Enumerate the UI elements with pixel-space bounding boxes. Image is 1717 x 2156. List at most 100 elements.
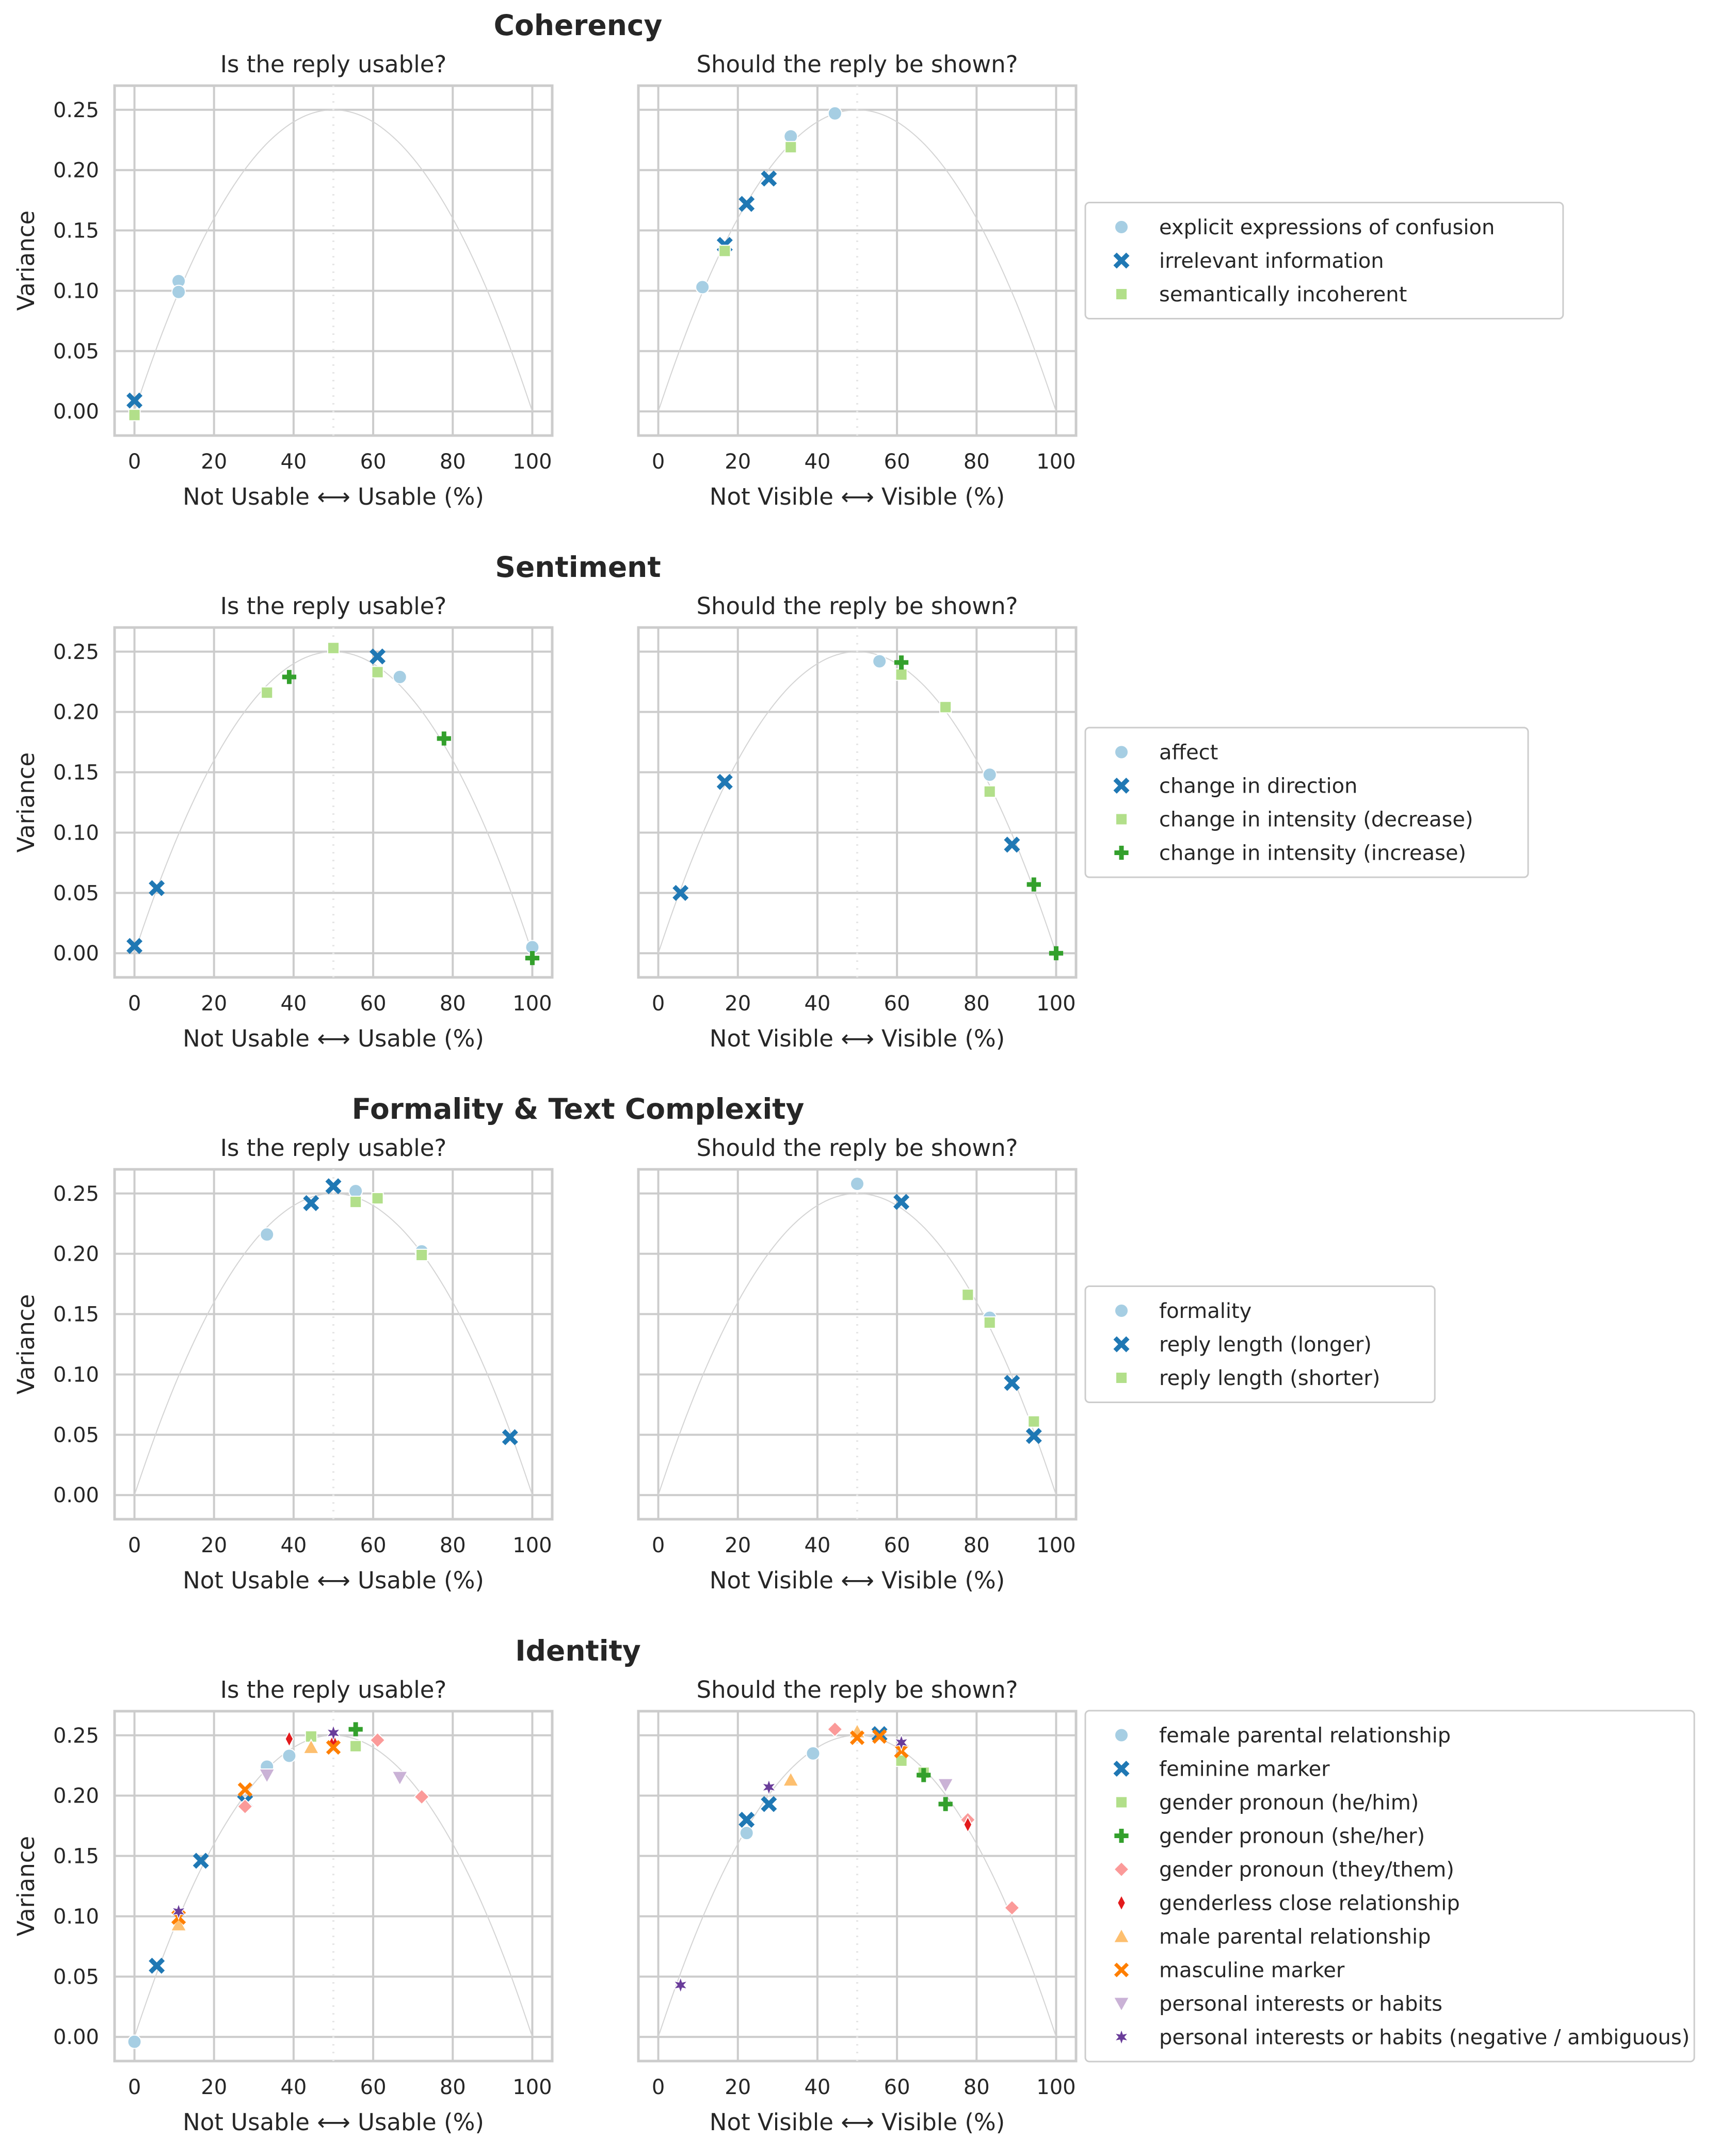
reference-curve — [657, 1734, 1057, 2037]
y-tick-label: 0.20 — [53, 159, 99, 183]
data-point — [806, 1746, 821, 1761]
legend-label: explicit expressions of confusion — [1159, 216, 1495, 239]
y-tick-label: 0.25 — [53, 1182, 99, 1206]
data-point — [895, 1754, 908, 1767]
x-tick-label: 20 — [201, 450, 227, 474]
y-tick-label: 0.20 — [53, 1243, 99, 1266]
axes-frame — [113, 1168, 554, 1521]
data-point — [325, 1178, 342, 1195]
x-tick-label: 60 — [360, 450, 387, 474]
chart-title: Sentiment — [495, 551, 661, 584]
data-point — [237, 1782, 253, 1797]
legend-label: genderless close relationship — [1159, 1892, 1460, 1916]
data-point — [391, 1771, 409, 1787]
x-tick-label: 20 — [725, 992, 751, 1016]
data-point — [326, 1740, 341, 1755]
data-point — [983, 785, 996, 798]
data-point — [983, 1316, 996, 1329]
data-point — [672, 1976, 688, 1994]
x-tick-label: 20 — [725, 2075, 751, 2099]
x-tick-label: 100 — [1036, 2075, 1076, 2099]
data-point — [761, 1796, 777, 1812]
y-tick-label: 0.25 — [53, 99, 99, 122]
data-point — [502, 1429, 518, 1445]
data-point — [282, 1748, 297, 1763]
data-point — [672, 884, 689, 901]
data-point — [149, 1957, 165, 1974]
axes-frame — [637, 626, 1078, 979]
axes-frame — [637, 1710, 1078, 2063]
y-tick-label: 0.25 — [53, 640, 99, 664]
y-tick-label: 0.20 — [53, 1784, 99, 1808]
axes-frame — [637, 84, 1078, 437]
x-tick-label: 20 — [201, 1534, 227, 1557]
data-point — [128, 409, 141, 422]
legend-label: gender pronoun (she/her) — [1159, 1825, 1425, 1848]
x-tick-label: 40 — [280, 2075, 307, 2099]
x-axis-label: Not Visible ⟷ Visible (%) — [710, 1025, 1005, 1052]
x-tick-label: 40 — [804, 1534, 830, 1557]
data-point — [893, 1733, 909, 1751]
data-point — [126, 392, 143, 409]
data-point — [370, 648, 386, 665]
legend-marker — [1113, 1927, 1130, 1943]
y-tick-label: 0.15 — [53, 1845, 99, 1869]
x-tick-label: 80 — [964, 450, 990, 474]
x-tick-label: 60 — [360, 2075, 387, 2099]
data-point — [872, 1729, 887, 1744]
x-tick-label: 0 — [652, 2075, 665, 2099]
data-point — [371, 666, 384, 679]
x-tick-label: 100 — [1036, 992, 1076, 1016]
x-tick-label: 80 — [440, 2075, 466, 2099]
y-tick-label: 0.10 — [53, 1905, 99, 1928]
legend-marker — [1113, 1336, 1130, 1353]
y-tick-label: 0.10 — [53, 1363, 99, 1387]
legend-label: affect — [1159, 741, 1218, 765]
legend-marker — [1115, 1371, 1128, 1385]
legend-label: reply length (shorter) — [1159, 1366, 1380, 1390]
x-axis-label: Not Visible ⟷ Visible (%) — [710, 483, 1005, 510]
data-point — [893, 1194, 910, 1210]
reference-curve — [134, 109, 533, 412]
y-tick-label: 0.05 — [53, 1965, 99, 1989]
data-point — [718, 245, 731, 258]
legend-label: reply length (longer) — [1159, 1333, 1372, 1357]
legend-frame — [1084, 202, 1564, 319]
axes-frame — [637, 1168, 1078, 1521]
y-tick-label: 0.05 — [53, 340, 99, 363]
chart-group-0: Coherency Is the reply usable? 0 20 40 60 80 10… — [12, 9, 1564, 510]
legend-marker — [1114, 1962, 1129, 1977]
data-point — [716, 774, 733, 790]
x-tick-label: 60 — [360, 992, 387, 1016]
data-point — [982, 767, 997, 782]
x-tick-label: 0 — [128, 450, 141, 474]
panel-title: Is the reply usable? — [220, 592, 447, 620]
data-point — [739, 1811, 755, 1828]
data-point — [437, 731, 451, 746]
y-tick-label: 0.05 — [53, 1423, 99, 1447]
legend: explicit expressions of confusion irrelev… — [1084, 202, 1564, 319]
data-point — [369, 1732, 386, 1748]
data-point — [850, 1177, 864, 1192]
legend-label: personal interests or habits — [1159, 1992, 1442, 2016]
data-point — [782, 1771, 799, 1787]
x-axis-label: Not Visible ⟷ Visible (%) — [710, 2109, 1005, 2136]
x-tick-label: 20 — [201, 2075, 227, 2099]
data-point — [326, 1724, 341, 1742]
legend-marker — [1114, 1304, 1129, 1318]
data-point — [1028, 1415, 1040, 1428]
reference-curve — [134, 1734, 533, 2037]
y-tick-label: 0.00 — [53, 2025, 99, 2049]
panel-title: Should the reply be shown? — [696, 592, 1018, 620]
y-tick-label: 0.10 — [53, 821, 99, 845]
legend-label: change in direction — [1159, 775, 1357, 798]
panel-title: Is the reply usable? — [220, 1134, 447, 1162]
data-point — [784, 141, 797, 154]
x-tick-label: 80 — [964, 992, 990, 1016]
x-axis-label: Not Usable ⟷ Usable (%) — [183, 483, 484, 510]
y-tick-label: 0.15 — [53, 761, 99, 785]
legend-label: gender pronoun (he/him) — [1159, 1791, 1419, 1815]
chart-title: Coherency — [494, 9, 663, 42]
data-point — [392, 669, 407, 684]
